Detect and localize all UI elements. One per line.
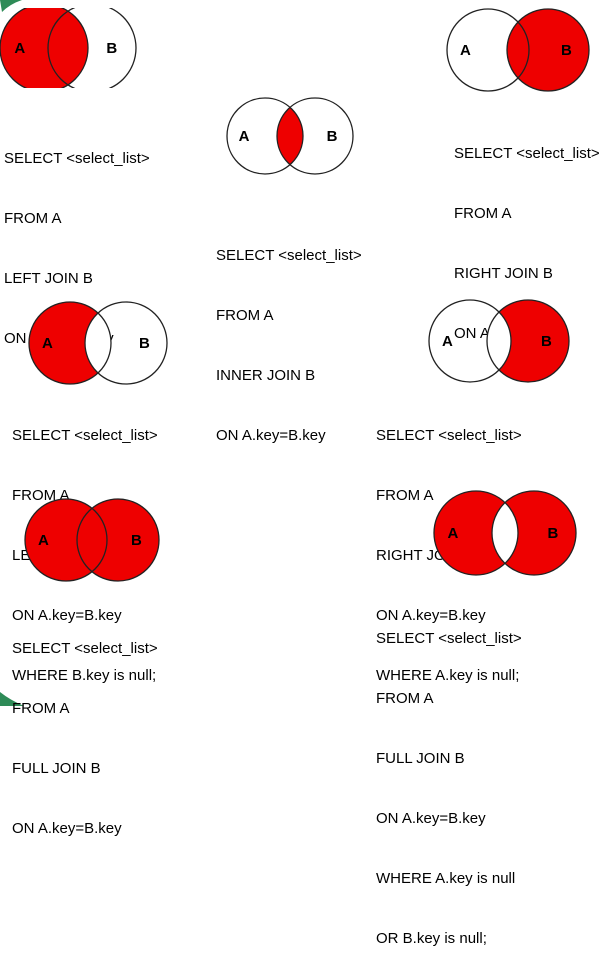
sql-line: ON A.key=B.key	[12, 820, 122, 837]
sql-line: SELECT <select_list>	[376, 427, 522, 444]
sql-line: WHERE A.key is null	[376, 870, 516, 887]
sql-line: ON A.key=B.key	[12, 607, 122, 624]
sql-line: SELECT <select_list>	[454, 145, 600, 162]
sql-inner-join: SELECT <select_list> FROM A INNER JOIN B…	[216, 206, 362, 466]
sql-line: SELECT <select_list>	[4, 150, 150, 167]
sql-line: FULL JOIN B	[12, 760, 101, 777]
venn-label-a: A	[447, 525, 458, 542]
sql-line: ON A.key=B.key	[376, 810, 486, 827]
venn-circle-b-outline	[76, 498, 160, 582]
sql-line: RIGHT JOIN B	[454, 265, 553, 282]
venn-label-a: A	[460, 42, 471, 59]
venn-label-a: A	[442, 333, 453, 350]
venn-circle-b-outline	[47, 8, 137, 88]
corner-accent-bottom	[0, 692, 24, 706]
sql-line: SELECT <select_list>	[12, 427, 158, 444]
corner-accent-top	[0, 0, 22, 12]
venn-label-a: A	[38, 532, 49, 549]
venn-region-b	[507, 9, 589, 91]
venn-label-b: B	[561, 42, 572, 59]
venn-circle-b-outline	[491, 490, 577, 576]
venn-circle-a-outline	[433, 490, 519, 576]
sql-line: WHERE B.key is null;	[12, 667, 157, 684]
venn-circle-b-outline	[506, 8, 590, 92]
venn-region-b	[77, 499, 159, 581]
sql-line: SELECT <select_list>	[12, 640, 158, 657]
sql-line: FROM A	[12, 700, 70, 717]
sql-line: OR B.key is null;	[376, 930, 487, 947]
venn-circle-a-outline	[226, 97, 304, 175]
sql-line: SELECT <select_list>	[376, 630, 522, 647]
sql-line: FROM A	[4, 210, 62, 227]
sql-line: FULL JOIN B	[376, 750, 465, 767]
sql-line: FROM A	[376, 690, 434, 707]
venn-label-a: A	[14, 40, 25, 57]
venn-label-b: B	[541, 333, 552, 350]
venn-label-a: A	[239, 128, 250, 145]
sql-line: FROM A	[376, 487, 434, 504]
sql-line: FROM A	[12, 487, 70, 504]
venn-label-a: A	[42, 335, 53, 352]
venn-label-b: B	[547, 525, 558, 542]
sql-line: INNER JOIN B	[216, 367, 316, 384]
venn-circle-b-outline	[84, 301, 168, 385]
sql-line: FROM A	[216, 307, 274, 324]
venn-circle-b-outline	[276, 97, 354, 175]
venn-circle-b-outline	[486, 299, 570, 383]
venn-label-b: B	[139, 335, 150, 352]
venn-circle-a-outline	[446, 8, 530, 92]
sql-full-join: SELECT <select_list> FROM A FULL JOIN B …	[12, 599, 158, 859]
venn-label-b: B	[106, 40, 117, 57]
venn-label-b: B	[131, 532, 142, 549]
venn-circle-a-outline	[24, 498, 108, 582]
venn-circle-a-outline	[0, 8, 89, 88]
sql-line: ON A.key=B.key	[216, 427, 326, 444]
sql-line: WHERE A.key is null;	[376, 667, 520, 684]
sql-line: SELECT <select_list>	[216, 247, 362, 264]
venn-intersection	[277, 98, 303, 174]
sql-line: ON A.key=B.key	[376, 607, 486, 624]
sql-line: FROM A	[454, 205, 512, 222]
venn-label-b: B	[327, 128, 338, 145]
venn-region-a	[0, 8, 88, 88]
venn-circle-a-outline	[28, 301, 112, 385]
venn-circle-a-outline	[428, 299, 512, 383]
sql-full-excluding-join: SELECT <select_list> FROM A FULL JOIN B …	[376, 589, 522, 969]
venn-region-b	[487, 300, 569, 382]
sql-line: LEFT JOIN B	[4, 270, 93, 287]
